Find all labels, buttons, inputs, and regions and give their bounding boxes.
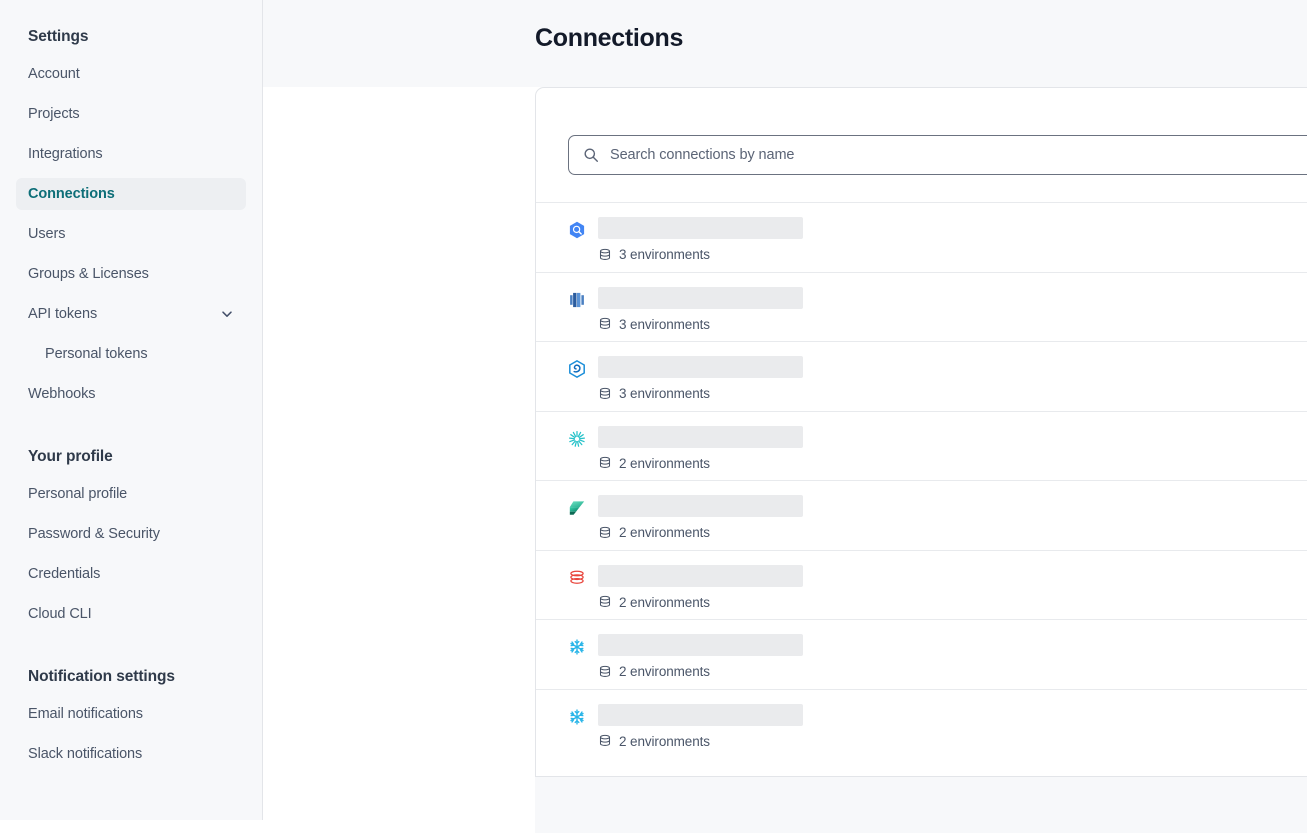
page-title: Connections	[535, 24, 684, 52]
sidebar-item-label: Slack notifications	[28, 746, 143, 762]
connection-row[interactable]: 2 environments	[536, 410, 1307, 481]
sidebar-item-label: Email notifications	[28, 706, 143, 722]
bigquery-icon	[568, 221, 586, 239]
environments-line: 3 environments	[598, 247, 803, 262]
search-box[interactable]	[568, 135, 1307, 175]
environments-line: 2 environments	[598, 595, 803, 610]
connection-row[interactable]: 3 environments	[536, 202, 1307, 272]
databricks-icon	[568, 430, 586, 448]
environments-line: 3 environments	[598, 386, 803, 401]
fabric-icon	[568, 499, 586, 517]
redshift-icon	[568, 291, 586, 309]
sidebar-item-projects[interactable]: Projects	[16, 98, 246, 130]
sidebar-item-email-notifications[interactable]: Email notifications	[16, 698, 246, 730]
filter-row: Type All	[536, 88, 1307, 175]
connection-name	[598, 356, 803, 378]
environments-count: 2 environments	[619, 733, 710, 749]
environments-line: 2 environments	[598, 664, 803, 679]
sidebar-item-label: Account	[28, 66, 80, 82]
search-icon	[583, 147, 599, 163]
environments-line: 2 environments	[598, 456, 803, 471]
database-icon	[598, 665, 612, 679]
sidebar-section: Your profile Personal profile Password & S…	[16, 448, 246, 638]
database-icon	[598, 387, 612, 401]
environments-count: 2 environments	[619, 525, 710, 540]
environments-line: 3 environments	[598, 317, 803, 332]
connection-row[interactable]: 2 environments	[536, 480, 1307, 550]
environments-line: 2 environments	[598, 734, 803, 749]
connection-name	[598, 634, 803, 656]
connection-row[interactable]: 2 environments	[536, 619, 1307, 689]
environments-count: 3 environments	[619, 386, 710, 401]
environments-line: 2 environments	[598, 525, 803, 540]
connection-name	[598, 564, 803, 587]
connection-row[interactable]: 3 environments	[536, 341, 1307, 411]
snowflake-icon	[568, 638, 586, 656]
sidebar-item-label: Integrations	[28, 146, 103, 162]
redpanda-icon	[568, 569, 586, 587]
page-header-strip	[263, 0, 1307, 87]
connections-card: Type All 3 environments 3 environments	[535, 87, 1307, 777]
connection-name	[598, 217, 803, 239]
settings-sidebar: Settings Account Projects Integrations Conne…	[0, 0, 263, 833]
snowflake-icon	[568, 708, 586, 726]
sidebar-section: Settings Account Projects Integrations Conne…	[16, 28, 246, 418]
sidebar-item-label: Webhooks	[28, 386, 96, 402]
environments-count: 2 environments	[619, 455, 710, 471]
chevron-down-icon[interactable]	[220, 307, 234, 321]
environments-count: 3 environments	[619, 316, 710, 332]
database-icon	[598, 526, 612, 540]
environments-count: 2 environments	[619, 594, 710, 610]
sidebar-item-label: Connections	[28, 186, 115, 202]
environments-count: 3 environments	[619, 247, 710, 262]
sidebar-item-account[interactable]: Account	[16, 58, 246, 90]
sidebar-item-label: Personal profile	[28, 486, 128, 502]
database-icon	[598, 595, 612, 609]
database-icon	[598, 734, 612, 748]
sidebar-item-password-security[interactable]: Password & Security	[16, 518, 246, 550]
sidebar-item-connections[interactable]: Connections	[16, 178, 246, 210]
sidebar-section-title: Your profile	[28, 448, 113, 465]
connections-list: 3 environments 3 environments 3 environm…	[536, 202, 1307, 758]
connection-row[interactable]: 2 environments	[536, 549, 1307, 620]
sidebar-item-label: API tokens	[28, 306, 98, 322]
sidebar-item-label: Personal tokens	[45, 346, 148, 362]
sidebar-item-integrations[interactable]: Integrations	[16, 138, 246, 170]
database-icon	[598, 456, 612, 470]
database-icon	[598, 248, 612, 262]
page-background	[535, 777, 1307, 833]
sidebar-item-label: Users	[28, 226, 66, 242]
database-icon	[598, 317, 612, 331]
main-content: Connections Type All	[263, 0, 1307, 833]
sidebar-bottom-filler	[0, 820, 263, 833]
sidebar-item-label: Groups & Licenses	[28, 266, 149, 282]
sidebar-section: Notification settings Email notifications…	[16, 668, 246, 778]
sidebar-section-title: Settings	[28, 28, 89, 45]
sidebar-item-personal-profile[interactable]: Personal profile	[16, 478, 246, 510]
connection-row[interactable]: 2 environments	[536, 688, 1307, 759]
sidebar-item-slack-notifications[interactable]: Slack notifications	[16, 738, 246, 770]
sidebar-item-label: Cloud CLI	[28, 606, 92, 622]
sidebar-item-users[interactable]: Users	[16, 218, 246, 250]
sidebar-item-webhooks[interactable]: Webhooks	[16, 378, 246, 410]
connection-name	[598, 286, 803, 309]
sidebar-item-label: Password & Security	[28, 526, 160, 542]
connection-name	[598, 495, 803, 517]
search-input[interactable]	[610, 147, 1307, 163]
sidebar-item-cloud-cli[interactable]: Cloud CLI	[16, 598, 246, 630]
connection-name	[598, 425, 803, 448]
synapse-icon	[568, 360, 586, 378]
sidebar-item-label: Projects	[28, 106, 80, 122]
sidebar-item-credentials[interactable]: Credentials	[16, 558, 246, 590]
connection-name	[598, 703, 803, 726]
sidebar-section-title: Notification settings	[28, 668, 175, 685]
sidebar-item-personal-tokens[interactable]: Personal tokens	[16, 338, 246, 370]
sidebar-item-label: Credentials	[28, 566, 101, 582]
connection-row[interactable]: 3 environments	[536, 271, 1307, 342]
environments-count: 2 environments	[619, 664, 710, 679]
sidebar-item-api-tokens[interactable]: API tokens	[16, 298, 246, 330]
sidebar-item-groups-licenses[interactable]: Groups & Licenses	[16, 258, 246, 290]
